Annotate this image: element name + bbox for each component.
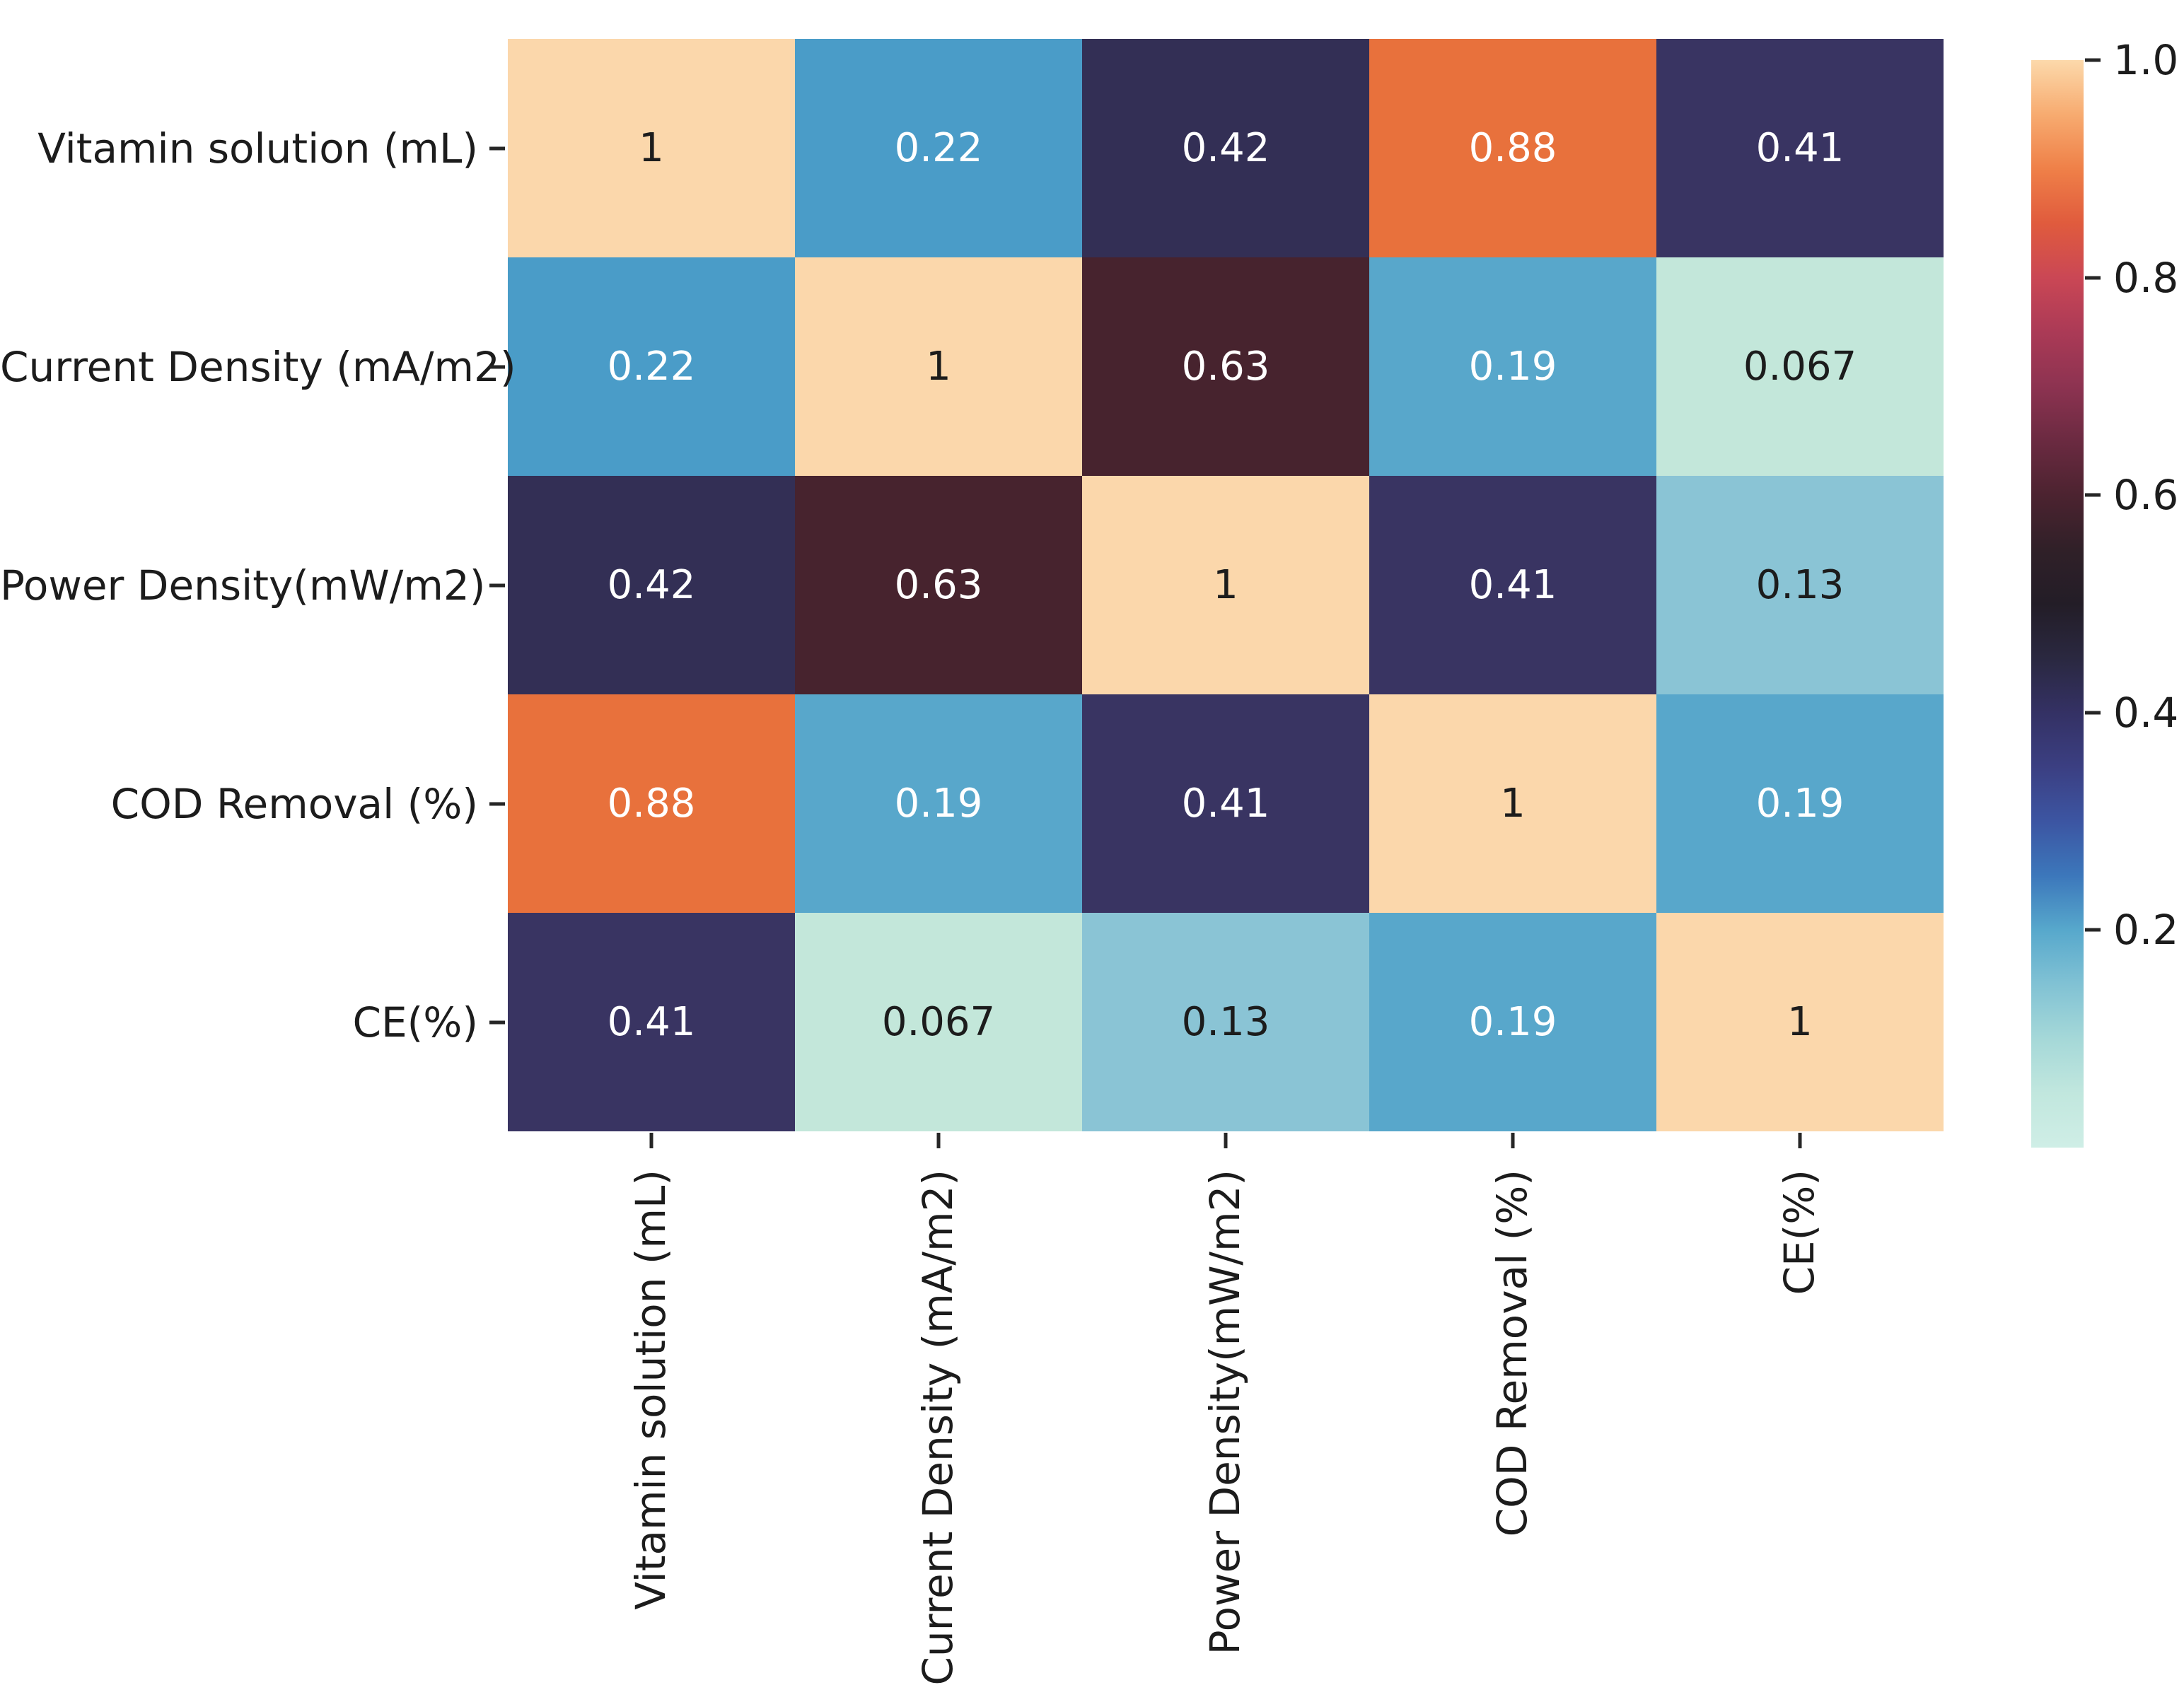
cell-value: 1 [1787,998,1813,1045]
cell-value: 0.63 [894,561,983,608]
colorbar-tick-label-0: 1.0 [2113,36,2179,84]
colorbar-tick-label-4: 0.2 [2113,906,2179,955]
heatmap-cell-r0-c2: 0.42 [1082,39,1369,257]
heatmap-cell-r2-c3: 0.41 [1369,476,1656,694]
heatmap-cell-r2-c4: 0.13 [1656,476,1944,694]
colorbar-tick-label-3: 0.4 [2113,688,2179,737]
colorbar-tick-mark-0 [2085,58,2101,62]
x-tick-label-0: Vitamin solution (mL) [627,1170,675,1610]
heatmap-cell-r0-c1: 0.22 [795,39,1082,257]
colorbar-gradient [2031,60,2084,1148]
cell-value: 0.19 [1468,343,1557,390]
cell-value: 0.42 [1181,124,1270,171]
heatmap-cell-r1-c3: 0.19 [1369,257,1656,476]
heatmap-grid: 1 0.22 0.42 0.88 0.41 0.22 1 0.63 0.19 0.067 0.42 0… [508,39,1944,1131]
y-tick-label-3: COD Removal (%) [110,779,478,828]
heatmap-cell-r4-c4: 1 [1656,913,1944,1131]
y-tick-mark-3 [489,802,505,805]
cell-value: 0.067 [1743,343,1857,390]
y-tick-label-4: CE(%) [352,998,478,1046]
cell-value: 0.19 [1755,780,1845,827]
heatmap-cell-r0-c3: 0.88 [1369,39,1656,257]
x-tick-mark-2 [1224,1133,1228,1148]
cell-value: 0.22 [607,343,696,390]
cell-value: 0.88 [607,780,696,827]
y-tick-mark-4 [489,1020,505,1024]
colorbar-tick-mark-4 [2085,928,2101,932]
heatmap-cell-r1-c4: 0.067 [1656,257,1944,476]
colorbar-tick-mark-1 [2085,276,2101,280]
cell-value: 0.63 [1181,343,1270,390]
y-tick-mark-0 [489,146,505,150]
colorbar-tick-mark-3 [2085,711,2101,715]
cell-value: 0.41 [1181,780,1270,827]
y-tick-mark-1 [489,365,505,368]
heatmap-cell-r1-c0: 0.22 [508,257,795,476]
heatmap-cell-r4-c2: 0.13 [1082,913,1369,1131]
cell-value: 0.41 [1468,561,1557,608]
cell-value: 0.42 [607,561,696,608]
heatmap-cell-r3-c3: 1 [1369,694,1656,913]
heatmap-cell-r4-c1: 0.067 [795,913,1082,1131]
cell-value: 1 [926,343,951,390]
cell-value: 1 [1500,780,1526,827]
y-tick-label-1: Current Density (mA/m2) [0,342,516,391]
x-tick-mark-1 [936,1133,941,1148]
cell-value: 0.88 [1468,124,1557,171]
x-tick-label-1: Current Density (mA/m2) [914,1170,962,1686]
cell-value: 0.22 [894,124,983,171]
heatmap-cell-r3-c4: 0.19 [1656,694,1944,913]
cell-value: 0.41 [607,998,696,1045]
heatmap-cell-r4-c3: 0.19 [1369,913,1656,1131]
colorbar-tick-label-1: 0.8 [2113,253,2179,302]
x-tick-label-2: Power Density(mW/m2) [1201,1170,1249,1655]
heatmap-cell-r2-c1: 0.63 [795,476,1082,694]
heatmap-cell-r3-c0: 0.88 [508,694,795,913]
heatmap-cell-r1-c1: 1 [795,257,1082,476]
y-tick-mark-2 [489,583,505,587]
cell-value: 0.13 [1755,561,1845,608]
y-tick-label-2: Power Density(mW/m2) [0,561,486,610]
cell-value: 0.19 [894,780,983,827]
cell-value: 0.13 [1181,998,1270,1045]
colorbar-tick-mark-2 [2085,493,2101,497]
x-tick-mark-3 [1511,1133,1515,1148]
heatmap-cell-r0-c4: 0.41 [1656,39,1944,257]
cell-value: 0.067 [881,998,996,1045]
cell-value: 0.41 [1755,124,1845,171]
x-tick-mark-4 [1798,1133,1802,1148]
heatmap-cell-r2-c0: 0.42 [508,476,795,694]
heatmap-cell-r0-c0: 1 [508,39,795,257]
heatmap-cell-r2-c2: 1 [1082,476,1369,694]
cell-value: 1 [1213,561,1238,608]
heatmap-cell-r3-c2: 0.41 [1082,694,1369,913]
x-tick-label-3: COD Removal (%) [1488,1170,1536,1537]
colorbar-tick-label-2: 0.6 [2113,471,2179,520]
heatmap-cell-r4-c0: 0.41 [508,913,795,1131]
heatmap-cell-r1-c2: 0.63 [1082,257,1369,476]
y-tick-label-0: Vitamin solution (mL) [37,124,478,173]
x-tick-label-4: CE(%) [1775,1170,1823,1295]
cell-value: 1 [639,124,664,171]
heatmap-cell-r3-c1: 0.19 [795,694,1082,913]
cell-value: 0.19 [1468,998,1557,1045]
x-tick-mark-0 [649,1133,654,1148]
